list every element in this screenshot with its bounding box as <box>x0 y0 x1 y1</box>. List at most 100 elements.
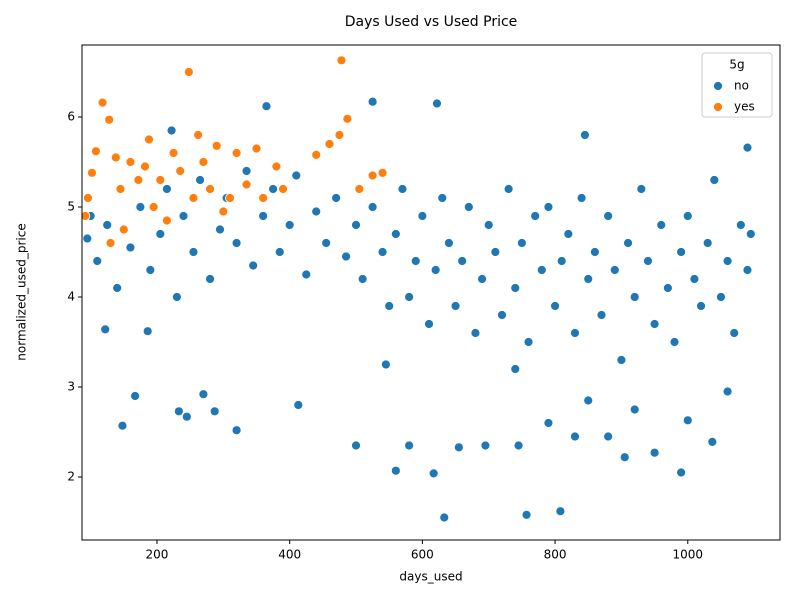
point <box>241 179 252 190</box>
point <box>603 431 614 442</box>
point <box>205 184 215 194</box>
point <box>397 184 408 194</box>
point <box>251 143 262 154</box>
point <box>178 211 189 221</box>
point <box>130 391 140 401</box>
point <box>530 211 541 221</box>
point <box>105 238 116 248</box>
point <box>570 431 580 442</box>
point <box>453 442 464 453</box>
point <box>183 67 194 77</box>
point <box>437 193 448 203</box>
point <box>669 337 680 347</box>
point <box>428 468 439 479</box>
point <box>118 224 129 235</box>
point <box>377 167 388 178</box>
point <box>354 184 365 194</box>
point <box>162 184 172 194</box>
x-tick-label: 400 <box>278 548 301 562</box>
legend-label: no <box>734 79 749 93</box>
point <box>83 193 93 203</box>
point <box>293 400 304 410</box>
point <box>125 242 136 253</box>
point <box>745 229 756 239</box>
point <box>97 97 108 108</box>
point <box>166 125 177 136</box>
point <box>619 452 630 463</box>
point <box>503 184 514 194</box>
point <box>513 440 524 451</box>
point <box>92 256 103 266</box>
point <box>676 247 687 257</box>
point <box>367 96 378 107</box>
point <box>735 220 746 230</box>
point <box>301 269 312 280</box>
point <box>457 256 468 266</box>
point <box>521 509 532 520</box>
point <box>135 202 146 212</box>
point <box>722 386 733 397</box>
legend-title: 5g <box>729 58 744 72</box>
point <box>656 220 667 230</box>
point <box>258 193 269 203</box>
point <box>171 292 182 302</box>
point <box>140 161 150 172</box>
point <box>603 211 614 221</box>
legend-box <box>701 52 773 118</box>
y-tick-label: 2 <box>67 470 75 484</box>
point <box>115 184 126 194</box>
point <box>342 113 353 124</box>
point <box>168 148 179 158</box>
point <box>324 139 335 149</box>
point <box>110 152 121 163</box>
point <box>616 355 627 365</box>
point <box>676 467 687 478</box>
x-axis-label: days_used <box>399 570 462 584</box>
point <box>410 256 421 266</box>
point <box>580 130 590 140</box>
y-tick-label: 5 <box>67 200 75 214</box>
point <box>707 436 718 447</box>
point <box>117 420 128 431</box>
point <box>550 301 560 311</box>
point <box>211 140 222 151</box>
point <box>218 206 229 217</box>
point <box>188 193 199 203</box>
point <box>162 215 172 226</box>
point <box>231 425 242 436</box>
point <box>80 211 91 221</box>
point <box>268 184 278 194</box>
point <box>404 440 415 451</box>
point <box>195 175 206 185</box>
point <box>181 411 192 422</box>
point <box>367 202 378 212</box>
point <box>682 415 693 426</box>
point <box>722 256 733 266</box>
point <box>729 328 740 338</box>
point <box>682 211 693 221</box>
point <box>104 114 115 125</box>
legend-label: yes <box>734 100 755 114</box>
point <box>87 167 97 178</box>
point <box>278 184 288 194</box>
point <box>563 229 574 239</box>
point <box>444 238 454 248</box>
point <box>341 251 351 262</box>
point <box>225 193 235 203</box>
point <box>205 274 215 284</box>
point <box>384 301 395 311</box>
point <box>198 157 209 167</box>
point <box>510 364 521 374</box>
point <box>497 310 507 320</box>
point <box>629 292 640 302</box>
point <box>215 224 225 235</box>
point <box>271 161 282 172</box>
point <box>702 238 713 248</box>
point <box>516 238 527 248</box>
point <box>380 359 391 370</box>
point <box>709 175 720 185</box>
point <box>742 265 753 275</box>
point <box>742 142 753 153</box>
point <box>209 406 220 417</box>
